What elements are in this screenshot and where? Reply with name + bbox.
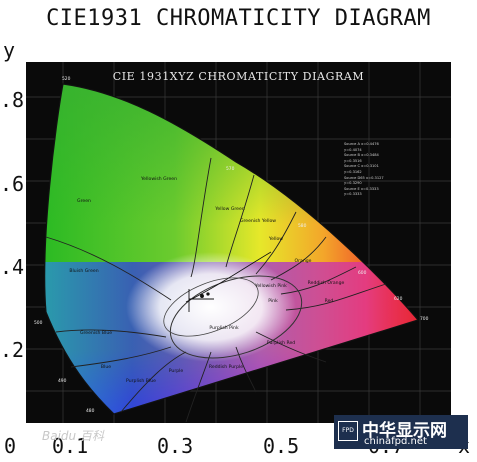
region-label: Pink: [268, 298, 278, 304]
region-label: Red: [325, 298, 334, 304]
legend-line: y=0.3333: [344, 192, 362, 197]
region-label: Reddish Purple: [209, 364, 243, 370]
y-tick-label: .6: [0, 172, 25, 196]
legend-line: y=0.3162: [344, 169, 362, 174]
legend-line: Source C x=0.3101: [344, 164, 379, 169]
region-label: Purplish Pink: [209, 325, 239, 331]
wavelength-label: 620: [394, 296, 403, 302]
region-label: Yellowish Green: [140, 176, 177, 182]
region-label: Purplish Red: [267, 340, 296, 346]
planckian-locus: [185, 251, 272, 303]
region-label: Orange: [295, 258, 312, 264]
diagram-title: CIE 1931XYZ CHROMATICITY DIAGRAM: [112, 70, 365, 83]
region-label: Purplish Blue: [126, 378, 156, 384]
page-title: CIE1931 CHROMATICITY DIAGRAM: [46, 6, 431, 31]
baidu-watermark: Baidu 百科: [42, 429, 104, 443]
region-label: Green: [77, 198, 91, 204]
x-tick-label: 0.3: [157, 434, 194, 458]
wavelength-label: 520: [62, 76, 71, 82]
watermark-site-name: 中华显示网: [362, 421, 447, 441]
wavelength-label: 490: [58, 378, 67, 384]
legend-line: y=0.4074: [344, 147, 362, 152]
watermark-url: chinafpd.net: [364, 436, 427, 447]
wavelength-label: 580: [298, 223, 307, 229]
legend-line: Source B x=0.3484: [344, 153, 379, 158]
x-tick-label: 0.5: [263, 434, 300, 458]
y-tick-label: .4: [0, 255, 25, 279]
region-label: Yellow: [268, 236, 283, 242]
region-labels: Green Yellowish Green Yellow Green Green…: [69, 176, 344, 384]
region-label: Bluish Green: [69, 268, 98, 274]
chromaticity-diagram: Green Yellowish Green Yellow Green Green…: [26, 62, 451, 423]
region-label: Purple: [169, 368, 184, 374]
chinafpd-watermark: FPD 中华显示网 chinafpd.net: [334, 415, 468, 449]
region-borders: [44, 83, 420, 423]
x-tick-label: 0.1: [52, 434, 89, 458]
wavelength-label: 480: [86, 408, 95, 414]
legend-line: y=0.3290: [344, 181, 362, 186]
legend-line: Source A x=0.4476: [344, 142, 379, 146]
region-label: Yellow Green: [214, 206, 245, 212]
fpd-logo-icon: FPD: [338, 421, 358, 441]
y-tick-label: .2: [0, 338, 25, 362]
wavelength-label: 600: [358, 270, 367, 276]
region-label: Greenish Yellow: [240, 218, 276, 224]
illuminant-legend: Source A x=0.4476 y=0.4074 Source B x=0.…: [344, 142, 404, 198]
region-label: Yellowish Pink: [254, 283, 287, 289]
region-label: Blue: [101, 364, 111, 370]
x-tick-label: 0: [4, 434, 17, 458]
chromaticity-plot: Green Yellowish Green Yellow Green Green…: [26, 62, 451, 423]
wavelength-label: 570: [226, 166, 235, 172]
region-label: Reddish Orange: [308, 280, 345, 286]
wavelength-label: 700: [420, 316, 429, 322]
wavelength-label: 500: [34, 320, 43, 326]
y-axis-label: y: [3, 38, 16, 62]
y-tick-label: .8: [0, 88, 25, 112]
legend-line: Source E x=0.3333: [344, 186, 379, 191]
region-label: Greenish Blue: [80, 330, 112, 336]
wavelength-labels: 520 500 490 480 570 580 600 620 700: [34, 76, 429, 414]
legend-line: y=0.3516: [344, 158, 362, 163]
legend-line: Source D65 x=0.3127: [344, 175, 384, 180]
